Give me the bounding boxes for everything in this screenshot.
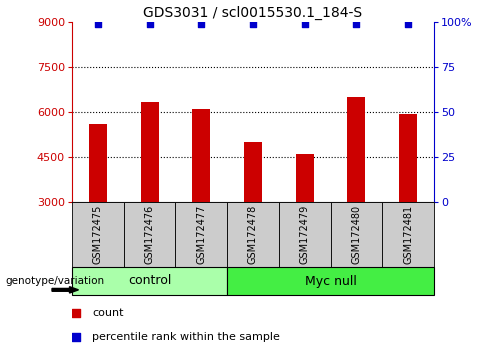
Point — [198, 21, 205, 27]
Point — [404, 21, 412, 27]
Bar — [348, 97, 366, 202]
Point — [72, 310, 80, 316]
Text: GSM172478: GSM172478 — [248, 205, 258, 264]
Text: GSM172477: GSM172477 — [196, 205, 206, 264]
Bar — [140, 102, 158, 202]
Point — [94, 21, 102, 27]
Bar — [227, 267, 434, 295]
Text: GSM172476: GSM172476 — [144, 205, 154, 264]
Bar — [89, 124, 107, 202]
Bar — [72, 267, 227, 295]
Text: count: count — [92, 308, 124, 318]
Text: GSM172480: GSM172480 — [352, 205, 362, 264]
Point — [300, 21, 308, 27]
Text: GSM172475: GSM172475 — [93, 205, 103, 264]
Bar — [124, 202, 176, 267]
Bar — [399, 114, 417, 202]
Bar — [244, 142, 262, 202]
Point — [72, 334, 80, 339]
Text: control: control — [128, 274, 172, 287]
Text: GSM172479: GSM172479 — [300, 205, 310, 264]
Bar — [227, 202, 279, 267]
Bar — [279, 202, 330, 267]
Bar — [176, 202, 227, 267]
Text: GSM172481: GSM172481 — [403, 205, 413, 264]
Point — [146, 21, 154, 27]
Point — [249, 21, 257, 27]
Bar — [192, 109, 210, 202]
Bar — [296, 154, 314, 202]
Text: percentile rank within the sample: percentile rank within the sample — [92, 331, 280, 342]
Bar — [382, 202, 434, 267]
Point — [352, 21, 360, 27]
Text: Myc null: Myc null — [304, 274, 356, 287]
Bar — [330, 202, 382, 267]
Bar — [72, 202, 124, 267]
Title: GDS3031 / scl0015530.1_184-S: GDS3031 / scl0015530.1_184-S — [144, 5, 362, 19]
Text: genotype/variation: genotype/variation — [5, 276, 104, 286]
